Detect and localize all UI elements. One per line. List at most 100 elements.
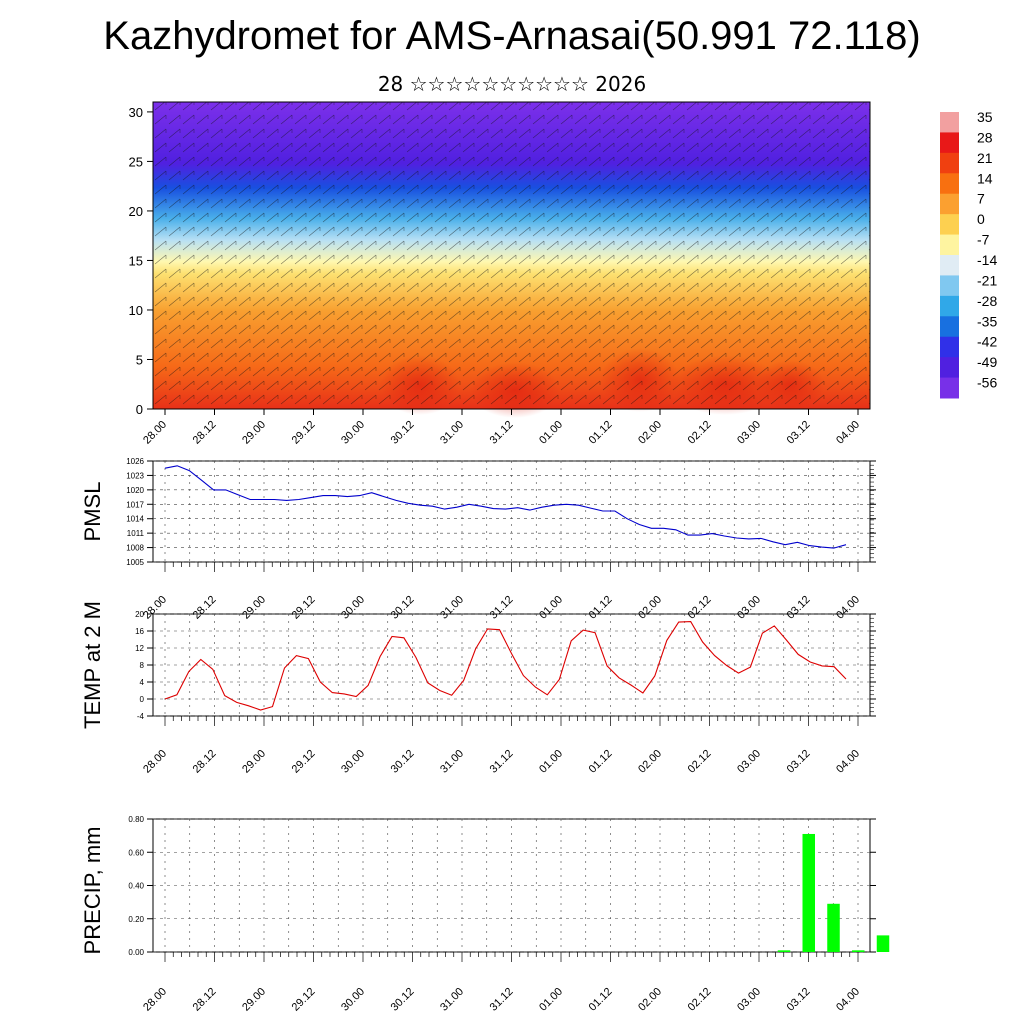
x-tick-label: 30.00 bbox=[339, 594, 367, 622]
colorbar-label: -42 bbox=[977, 334, 997, 350]
pmsl-panel: 1005 1008 1011 1014 1017 1020 1023 1026 PMSL 28.0… bbox=[80, 457, 876, 622]
y-tick-label: 1005 bbox=[126, 558, 144, 567]
x-tick-label: 01.00 bbox=[537, 594, 565, 622]
x-tick-label: 28.12 bbox=[191, 594, 219, 622]
x-tick-label: 31.12 bbox=[488, 594, 516, 622]
y-tick-label: 4 bbox=[140, 678, 145, 687]
colorbar-label: -28 bbox=[977, 293, 997, 309]
colorbar-swatch bbox=[940, 255, 959, 276]
wind-barbs bbox=[153, 102, 870, 409]
colorbar-label: 7 bbox=[977, 191, 985, 207]
x-tick-label: 02.00 bbox=[636, 594, 664, 622]
colorbar-label: -14 bbox=[977, 252, 997, 268]
y-tick-label: 1014 bbox=[126, 515, 144, 524]
colorbar-label: 28 bbox=[977, 129, 993, 145]
x-tick-label: 01.00 bbox=[537, 419, 565, 447]
x-tick-label: 30.00 bbox=[339, 419, 367, 447]
y-tick-label: 0.00 bbox=[128, 948, 144, 957]
x-tick-label: 31.00 bbox=[438, 594, 466, 622]
y-tick-label: 20 bbox=[129, 204, 143, 219]
x-tick-label: 03.00 bbox=[735, 419, 763, 447]
y-tick-label: 0.60 bbox=[128, 848, 144, 857]
x-tick-label: 29.12 bbox=[290, 748, 318, 776]
chart-subtitle: 28 ☆☆☆☆☆☆☆☆☆☆ 2026 bbox=[377, 72, 647, 96]
colorbar-label: -21 bbox=[977, 272, 997, 288]
chart-title: Kazhydromet for AMS-Arnasai(50.991 72.11… bbox=[103, 14, 921, 58]
colorbar-swatch bbox=[940, 234, 959, 256]
x-tick-label: 29.12 bbox=[290, 594, 318, 622]
x-tick-label: 28.00 bbox=[141, 986, 169, 1014]
x-tick-label: 31.00 bbox=[438, 748, 466, 776]
y-tick-label: 1008 bbox=[126, 544, 144, 553]
precip-ylabel: PRECIP, mm bbox=[80, 827, 105, 955]
precip-bar bbox=[827, 903, 840, 952]
y-tick-label: 0 bbox=[140, 695, 145, 704]
x-tick-label: 02.12 bbox=[686, 419, 714, 447]
colorbar-swatch bbox=[940, 275, 959, 297]
x-tick-label: 02.12 bbox=[686, 594, 714, 622]
colorbar-swatch bbox=[940, 132, 959, 154]
colorbar-label: 21 bbox=[977, 150, 993, 166]
y-tick-label: 0.80 bbox=[128, 815, 144, 824]
x-tick-label: 01.12 bbox=[587, 986, 615, 1014]
x-tick-label: 30.12 bbox=[389, 986, 417, 1014]
colorbar-swatch bbox=[940, 377, 959, 399]
x-tick-label: 31.00 bbox=[438, 986, 466, 1014]
y-tick-label: 0.40 bbox=[128, 882, 144, 891]
x-tick-label: 03.00 bbox=[735, 986, 763, 1014]
pmsl-line bbox=[164, 465, 847, 549]
x-tick-label: 28.12 bbox=[191, 986, 219, 1014]
x-tick-label: 29.00 bbox=[240, 986, 268, 1014]
y-tick-label: 1020 bbox=[126, 486, 144, 495]
x-tick-label: 01.12 bbox=[587, 419, 615, 447]
y-tick-label: 1023 bbox=[126, 471, 144, 480]
colorbar-swatch bbox=[940, 193, 959, 215]
color-legend: 35 28 21 14 7 0 -7 -14 -21 -28 -35 -42 -49 -56 bbox=[940, 109, 997, 399]
x-tick-label: 29.12 bbox=[290, 986, 318, 1014]
x-tick-label: 30.00 bbox=[339, 748, 367, 776]
colorbar-label: 35 bbox=[977, 109, 993, 125]
x-tick-label: 01.00 bbox=[537, 986, 565, 1014]
y-tick-label: -4 bbox=[137, 712, 145, 721]
x-tick-label: 03.00 bbox=[735, 748, 763, 776]
colorbar-swatch bbox=[940, 112, 959, 133]
x-tick-label: 29.00 bbox=[240, 594, 268, 622]
colorbar-swatch bbox=[940, 316, 959, 338]
precip-bar bbox=[876, 935, 890, 952]
colorbar-swatch bbox=[940, 173, 959, 195]
y-tick-label: 25 bbox=[129, 154, 143, 169]
x-tick-label: 04.00 bbox=[834, 748, 862, 776]
x-tick-label: 02.00 bbox=[636, 986, 664, 1014]
x-tick-label: 03.00 bbox=[735, 594, 763, 622]
y-tick-label: 16 bbox=[135, 627, 144, 636]
x-tick-label: 29.00 bbox=[240, 748, 268, 776]
y-tick-label: 1026 bbox=[126, 457, 144, 466]
x-tick-label: 03.12 bbox=[785, 419, 813, 447]
x-tick-label: 31.00 bbox=[438, 419, 466, 447]
y-tick-label: 0 bbox=[136, 402, 143, 417]
x-tick-label: 30.12 bbox=[389, 419, 417, 447]
y-tick-label: 5 bbox=[136, 352, 143, 367]
x-tick-label: 04.00 bbox=[834, 986, 862, 1014]
x-tick-label: 03.12 bbox=[785, 748, 813, 776]
x-tick-label: 01.00 bbox=[537, 748, 565, 776]
pmsl-ylabel: PMSL bbox=[80, 482, 105, 542]
x-tick-label: 02.00 bbox=[636, 748, 664, 776]
y-tick-label: 30 bbox=[129, 105, 143, 120]
y-tick-label: 10 bbox=[129, 303, 143, 318]
x-tick-label: 28.12 bbox=[191, 419, 219, 447]
colorbar-label: 14 bbox=[977, 170, 993, 186]
y-tick-label: 0.20 bbox=[128, 915, 144, 924]
y-tick-label: 12 bbox=[135, 644, 144, 653]
colorbar-swatch bbox=[940, 214, 959, 236]
x-tick-label: 29.12 bbox=[290, 419, 318, 447]
x-tick-label: 04.00 bbox=[834, 594, 862, 622]
temp-line bbox=[164, 621, 847, 711]
colorbar-swatch bbox=[940, 152, 959, 174]
x-tick-label: 31.12 bbox=[488, 419, 516, 447]
x-tick-label: 01.12 bbox=[587, 594, 615, 622]
x-tick-label: 02.12 bbox=[686, 748, 714, 776]
colorbar-swatch bbox=[940, 357, 959, 379]
colorbar-label: -56 bbox=[977, 375, 997, 391]
y-tick-label: 1017 bbox=[126, 500, 144, 509]
